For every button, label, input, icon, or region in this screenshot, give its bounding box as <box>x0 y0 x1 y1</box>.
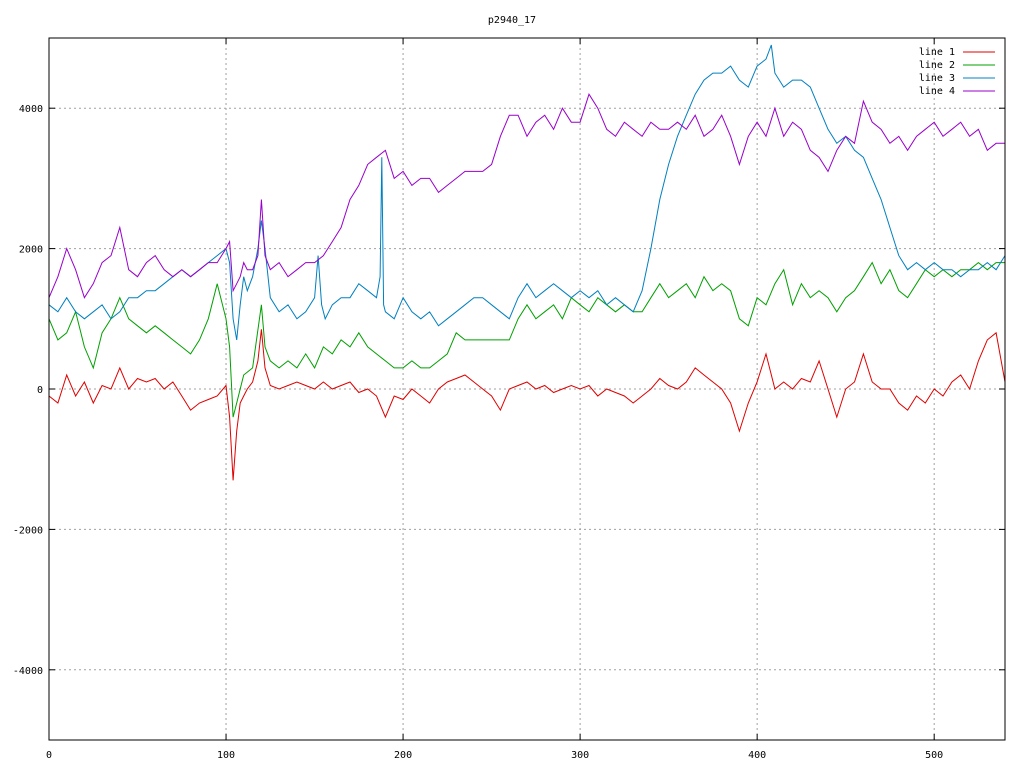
series-line-4 <box>48 93 1005 299</box>
y-tick-label: 4000 <box>19 104 43 115</box>
x-tick-label: 100 <box>217 750 235 761</box>
legend-label-2: line 2 <box>919 60 955 71</box>
series-line-2 <box>48 261 1005 418</box>
legend-label-4: line 4 <box>919 86 955 97</box>
legend-label-1: line 1 <box>919 47 955 58</box>
axis-ticks: 0 100 200 300 400 500 -4000 -2000 0 2000 4000 <box>13 38 1005 761</box>
series-line-1 <box>48 329 1006 481</box>
chart-title: p2940_17 <box>488 15 536 26</box>
x-tick-label: 400 <box>748 750 766 761</box>
y-tick-label: 0 <box>37 385 43 396</box>
legend-label-3: line 3 <box>919 73 955 84</box>
series-lines <box>48 44 1006 481</box>
y-tick-label: -4000 <box>13 666 43 677</box>
y-tick-label: -2000 <box>13 525 43 536</box>
y-tick-label: 2000 <box>19 245 43 256</box>
x-tick-label: 200 <box>394 750 412 761</box>
x-tick-label: 500 <box>925 750 943 761</box>
legend: line 1 line 2 line 3 line 4 <box>919 47 995 97</box>
x-tick-label: 0 <box>46 750 52 761</box>
x-tick-label: 300 <box>571 750 589 761</box>
